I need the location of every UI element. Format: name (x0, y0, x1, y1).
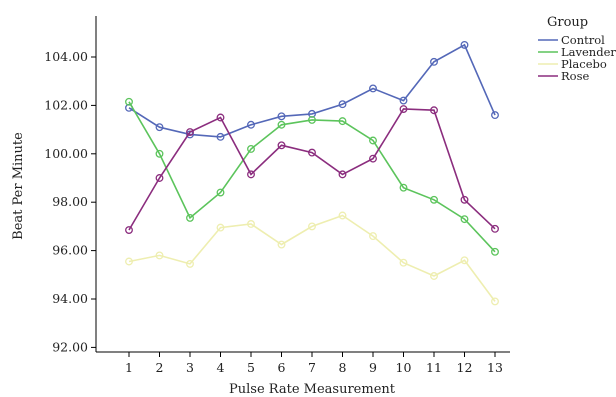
x-tick-label: 10 (396, 360, 412, 375)
data-point-rose (216, 113, 225, 122)
data-point-placebo (277, 240, 286, 249)
data-point-control (338, 100, 347, 109)
data-point-lavender (277, 120, 286, 129)
x-tick-label: 5 (247, 360, 255, 375)
legend-label-placebo: Placebo (561, 57, 607, 71)
data-point-control (155, 123, 164, 132)
data-point-lavender (186, 213, 194, 222)
data-point-placebo (247, 220, 255, 228)
data-point-placebo (155, 251, 164, 260)
y-tick-label: 94.00 (52, 291, 88, 306)
x-tick-label: 11 (426, 360, 442, 375)
data-point-placebo (460, 256, 469, 265)
legend-label-control: Control (561, 33, 605, 47)
x-tick-label: 12 (457, 360, 473, 375)
data-point-rose (338, 170, 347, 179)
data-point-lavender (216, 188, 225, 197)
series-line-rose (128, 108, 496, 231)
data-point-placebo (399, 258, 408, 267)
data-point-control (430, 57, 438, 66)
x-tick-label: 3 (186, 360, 194, 375)
series-control (125, 40, 499, 141)
data-point-rose (247, 170, 255, 179)
data-point-rose (125, 226, 133, 234)
x-tick-label: 13 (487, 360, 503, 375)
data-point-control (399, 96, 408, 105)
data-point-rose (399, 105, 408, 113)
data-point-lavender (247, 145, 255, 153)
data-point-lavender (369, 136, 377, 145)
data-point-placebo (186, 259, 194, 268)
data-point-rose (460, 195, 469, 204)
data-point-placebo (369, 232, 377, 241)
x-tick-label: 8 (339, 360, 347, 375)
y-tick-label: 92.00 (52, 339, 88, 354)
legend-label-rose: Rose (561, 69, 589, 83)
series-placebo (125, 211, 499, 306)
legend-label-lavender: Lavender (561, 45, 616, 59)
data-point-lavender (125, 97, 133, 106)
series-line-lavender (128, 101, 496, 253)
data-point-lavender (491, 247, 499, 256)
y-tick-label: 102.00 (44, 97, 88, 112)
axes (95, 16, 510, 353)
legend-title: Group (547, 15, 588, 30)
data-point-rose (430, 106, 438, 115)
data-point-control (460, 40, 469, 49)
series-line-placebo (128, 214, 496, 302)
x-tick-label: 9 (369, 360, 377, 375)
data-point-lavender (430, 195, 438, 204)
x-axis-title: Pulse Rate Measurement (229, 382, 396, 397)
data-point-control (369, 84, 377, 93)
series-rose (125, 105, 499, 234)
data-point-placebo (491, 297, 499, 306)
data-point-lavender (338, 117, 347, 126)
x-tick-label: 2 (156, 360, 164, 375)
y-tick-label: 98.00 (52, 194, 88, 209)
x-tick-label: 1 (125, 360, 133, 375)
data-point-lavender (308, 115, 316, 124)
data-point-control (216, 132, 225, 141)
x-tick-label: 4 (217, 360, 225, 375)
data-point-rose (186, 128, 194, 136)
data-point-placebo (338, 211, 347, 220)
series-lavender (125, 97, 499, 256)
data-point-control (491, 111, 499, 120)
data-point-rose (155, 174, 164, 182)
data-point-placebo (125, 257, 133, 266)
y-tick-label: 100.00 (44, 146, 88, 161)
y-tick-label: 104.00 (44, 49, 88, 64)
y-tick-label: 96.00 (52, 243, 88, 258)
data-point-placebo (430, 272, 438, 280)
x-ticks: 1 2 3 4 5 6 7 8 9 10 11 12 13 (125, 352, 503, 375)
y-ticks: 92.00 94.00 96.00 98.00 100.00 102.00 104.00 (44, 49, 96, 354)
data-point-placebo (216, 223, 225, 232)
y-axis-title: Beat Per Minute (11, 132, 26, 240)
x-tick-label: 7 (308, 360, 316, 375)
data-point-placebo (308, 222, 316, 231)
series-line-control (128, 43, 496, 138)
data-point-control (277, 112, 286, 121)
data-point-control (247, 120, 255, 129)
series-group (125, 40, 499, 306)
data-point-rose (308, 148, 316, 157)
data-point-lavender (460, 215, 469, 224)
data-point-lavender (155, 149, 164, 158)
data-point-rose (369, 154, 377, 163)
data-point-rose (277, 141, 286, 150)
data-point-lavender (399, 183, 408, 192)
x-tick-label: 6 (278, 360, 286, 375)
data-point-rose (491, 224, 499, 233)
